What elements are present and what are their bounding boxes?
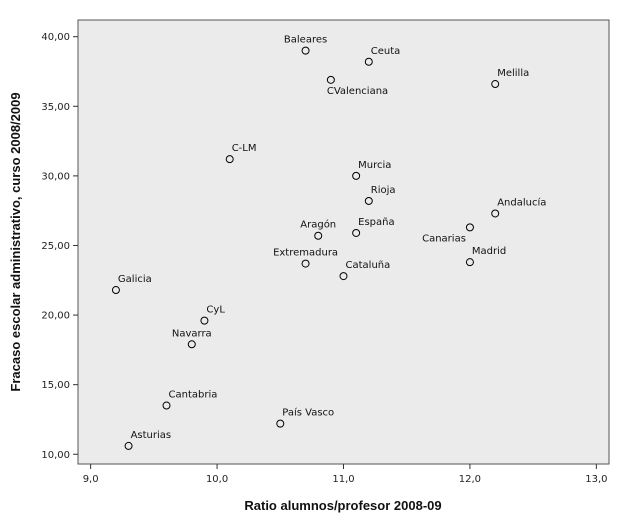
point-label: Aragón — [300, 219, 336, 231]
data-point — [364, 196, 373, 205]
data-points: Baleares Ceuta CValenciana Melilla C-LM Murci… — [111, 35, 546, 450]
point-label: Andalucía — [497, 196, 546, 208]
point-label: Melilla — [497, 68, 529, 79]
x-axis: 9,0 10,0 11,0 12,0 13,0 — [83, 464, 607, 485]
data-point — [301, 46, 310, 55]
data-point — [225, 155, 234, 164]
point-label: España — [358, 217, 394, 228]
data-point — [339, 272, 348, 281]
point-label: CValenciana — [327, 86, 388, 97]
data-point — [276, 419, 285, 428]
data-point — [491, 209, 500, 218]
y-tick-label: 35,00 — [41, 102, 70, 113]
point-label: C-LM — [232, 143, 257, 154]
point-label: Extremadura — [273, 248, 338, 259]
y-tick-label: 15,00 — [41, 380, 70, 391]
data-point — [314, 231, 323, 240]
data-point — [465, 223, 474, 232]
data-point — [326, 75, 335, 84]
point-label: Madrid — [472, 246, 506, 257]
y-tick-label: 25,00 — [41, 241, 70, 252]
point-label: Cataluña — [346, 260, 391, 271]
point-label: Galicia — [118, 274, 152, 285]
data-point — [111, 286, 120, 295]
data-point — [465, 258, 474, 267]
y-tick-label: 30,00 — [41, 171, 70, 182]
data-point — [301, 259, 310, 268]
x-tick-label: 10,0 — [206, 474, 228, 485]
point-label: Canarias — [422, 233, 466, 244]
data-point — [200, 316, 209, 325]
x-tick-label: 11,0 — [332, 474, 354, 485]
point-label: CyL — [206, 305, 225, 316]
data-point — [124, 441, 133, 450]
x-tick-label: 13,0 — [585, 474, 607, 485]
x-tick-label: 12,0 — [459, 474, 481, 485]
y-tick-label: 20,00 — [41, 311, 70, 322]
y-tick-label: 10,00 — [41, 450, 70, 461]
x-axis-title: Ratio alumnos/profesor 2008-09 — [244, 498, 441, 513]
point-label: Rioja — [371, 185, 396, 196]
data-point — [352, 228, 361, 237]
data-point — [187, 340, 196, 349]
y-axis: 10,00 15,00 20,00 25,00 30,00 35,00 40,00 — [41, 32, 78, 461]
point-label: Murcia — [358, 160, 391, 171]
data-point — [364, 57, 373, 66]
point-label: Navarra — [172, 328, 212, 339]
point-label: Ceuta — [371, 46, 401, 57]
point-label: Cantabria — [169, 390, 218, 401]
point-label: País Vasco — [282, 407, 334, 419]
data-point — [491, 80, 500, 89]
point-label: Asturias — [131, 430, 172, 441]
y-tick-label: 40,00 — [41, 32, 70, 43]
point-label: Baleares — [284, 35, 327, 46]
data-point — [162, 401, 171, 410]
data-point — [352, 171, 361, 180]
x-tick-label: 9,0 — [83, 474, 99, 485]
y-axis-title: Fracaso escolar administrativo, curso 20… — [8, 92, 23, 391]
plot-area — [77, 19, 610, 465]
